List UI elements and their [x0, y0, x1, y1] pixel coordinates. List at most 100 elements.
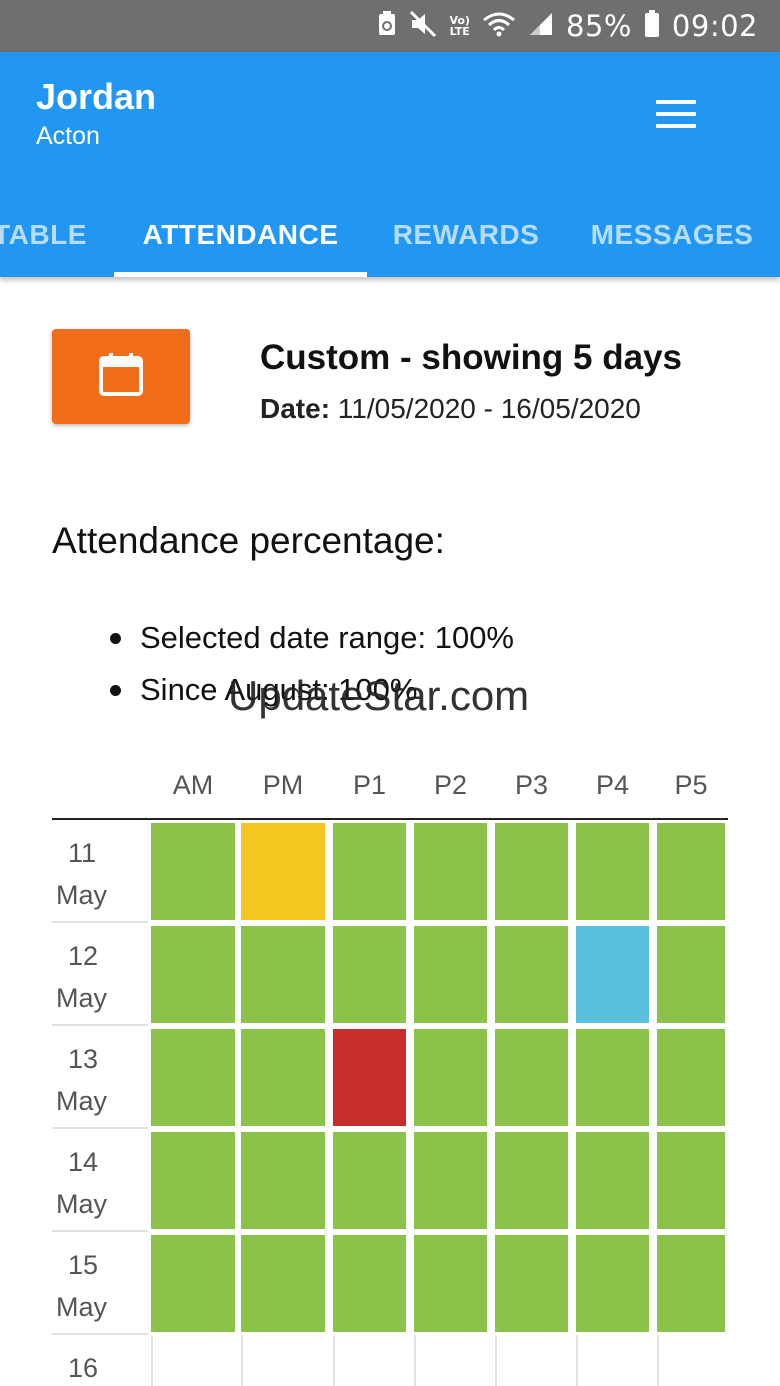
clock: 09:02 — [671, 9, 758, 43]
attendance-cell-present[interactable] — [657, 823, 725, 920]
attendance-cell-present[interactable] — [414, 926, 487, 1023]
attendance-cell-present[interactable] — [333, 823, 406, 920]
row-date-label: 11 May — [52, 820, 148, 923]
attendance-cell-present[interactable] — [576, 1235, 649, 1332]
tab-messages[interactable]: MESSAGES — [590, 218, 754, 250]
attendance-cell-present[interactable] — [657, 926, 725, 1023]
attendance-cell-none[interactable] — [576, 1335, 649, 1386]
attendance-cell-late[interactable] — [241, 823, 325, 920]
attendance-cell-present[interactable] — [333, 926, 406, 1023]
attendance-cell-present[interactable] — [657, 1235, 725, 1332]
date-range-button[interactable] — [52, 329, 190, 424]
attendance-cell-present[interactable] — [333, 1235, 406, 1332]
column-header-p4: P4 — [595, 769, 630, 800]
attendance-cell-present[interactable] — [495, 1132, 568, 1229]
row-date-label: 16 — [52, 1335, 148, 1386]
tab-rewards[interactable]: REWARDS — [392, 218, 540, 250]
attendance-cell-present[interactable] — [241, 926, 325, 1023]
attendance-cell-present[interactable] — [414, 823, 487, 920]
column-header-p5: P5 — [674, 769, 708, 800]
attendance-grid: 11 May 12 May 13 May 14 May 15 May 16 — [52, 820, 728, 1386]
app-bar: Jordan Acton TABLE ATTENDANCE REWARDS ME… — [0, 52, 780, 277]
grid-header: AM PM P1 P2 P3 P4 P5 — [52, 760, 728, 818]
column-header-p1: P1 — [352, 769, 387, 800]
attendance-selected-range: Selected date range: 100% — [110, 616, 514, 668]
grid-row: 15 May — [52, 1232, 728, 1335]
attendance-cell-present[interactable] — [241, 1235, 325, 1332]
row-date-label: 15 May — [52, 1232, 148, 1335]
row-day: 13 — [68, 1044, 99, 1074]
row-date-label: 13 May — [52, 1026, 148, 1129]
attendance-cell-none[interactable] — [151, 1335, 235, 1386]
signal-icon — [528, 11, 554, 42]
column-header-p2: P2 — [433, 769, 468, 800]
attendance-cell-present[interactable] — [151, 1235, 235, 1332]
active-tab-indicator — [114, 272, 367, 277]
date-range-value: 11/05/2020 - 16/05/2020 — [330, 393, 641, 424]
row-day: 16 — [68, 1353, 99, 1383]
row-day: 11 — [68, 838, 97, 868]
column-header-p3: P3 — [514, 769, 549, 800]
attendance-cell-authorised[interactable] — [576, 926, 649, 1023]
attendance-cell-present[interactable] — [151, 926, 235, 1023]
attendance-cell-present[interactable] — [151, 1132, 235, 1229]
battery-icon — [644, 9, 660, 43]
row-day: 15 — [68, 1250, 99, 1280]
attendance-cell-none[interactable] — [241, 1335, 325, 1386]
attendance-heading: Attendance percentage: — [52, 520, 445, 561]
attendance-cell-present[interactable] — [657, 1132, 725, 1229]
attendance-cell-present[interactable] — [414, 1029, 487, 1126]
attendance-cell-present[interactable] — [333, 1132, 406, 1229]
grid-header-divider — [52, 818, 728, 820]
grid-row: 16 — [52, 1335, 728, 1386]
tab-bar: TABLE ATTENDANCE REWARDS MESSAGES — [0, 192, 780, 277]
hamburger-menu-icon[interactable] — [656, 100, 696, 128]
student-last-name: Acton — [36, 122, 100, 150]
attendance-cell-present[interactable] — [495, 1029, 568, 1126]
attendance-cell-present[interactable] — [241, 1132, 325, 1229]
attendance-cell-none[interactable] — [495, 1335, 568, 1386]
attendance-cell-present[interactable] — [495, 823, 568, 920]
status-bar: Vo) LTE 85% 09:02 — [0, 0, 780, 52]
date-label: Date: — [260, 393, 331, 424]
attendance-cell-none[interactable] — [414, 1335, 487, 1386]
row-month: May — [56, 1086, 108, 1116]
attendance-cell-present[interactable] — [151, 1029, 235, 1126]
battery-percent: 85% — [565, 9, 632, 43]
attendance-cell-present[interactable] — [414, 1235, 487, 1332]
recycle-icon — [377, 10, 397, 42]
attendance-cell-absent[interactable] — [333, 1029, 406, 1126]
column-header-am: AM — [172, 769, 214, 800]
mute-icon — [409, 10, 437, 43]
filter-date: Date: 11/05/2020 - 16/05/2020 — [260, 393, 641, 425]
row-month: May — [56, 1189, 108, 1219]
tab-timetable[interactable]: TABLE — [0, 218, 87, 250]
tab-attendance[interactable]: ATTENDANCE — [142, 218, 339, 250]
attendance-cell-none[interactable] — [333, 1335, 406, 1386]
row-date-label: 14 May — [52, 1129, 148, 1232]
attendance-cell-present[interactable] — [151, 823, 235, 920]
attendance-cell-present[interactable] — [241, 1029, 325, 1126]
wifi-icon — [482, 11, 516, 42]
calendar-icon — [98, 351, 144, 402]
filter-title: Custom - showing 5 days — [260, 338, 682, 377]
attendance-cell-present[interactable] — [576, 823, 649, 920]
row-day: 14 — [68, 1147, 99, 1177]
attendance-cell-present[interactable] — [414, 1132, 487, 1229]
volte-icon: Vo) LTE — [449, 14, 470, 38]
attendance-cell-present[interactable] — [576, 1029, 649, 1126]
attendance-cell-present[interactable] — [657, 1029, 725, 1126]
attendance-since-august: Since August: 100% — [110, 668, 514, 720]
attendance-cell-none[interactable] — [657, 1335, 725, 1386]
student-first-name: Jordan — [36, 76, 157, 117]
column-header-pm: PM — [262, 769, 304, 800]
row-month: May — [56, 1292, 108, 1322]
row-month: May — [56, 983, 108, 1013]
grid-row: 13 May — [52, 1026, 728, 1129]
attendance-cell-present[interactable] — [495, 926, 568, 1023]
attendance-cell-present[interactable] — [495, 1235, 568, 1332]
row-month: May — [56, 880, 108, 910]
attendance-cell-present[interactable] — [576, 1132, 649, 1229]
grid-row: 12 May — [52, 923, 728, 1026]
row-date-label: 12 May — [52, 923, 148, 1026]
